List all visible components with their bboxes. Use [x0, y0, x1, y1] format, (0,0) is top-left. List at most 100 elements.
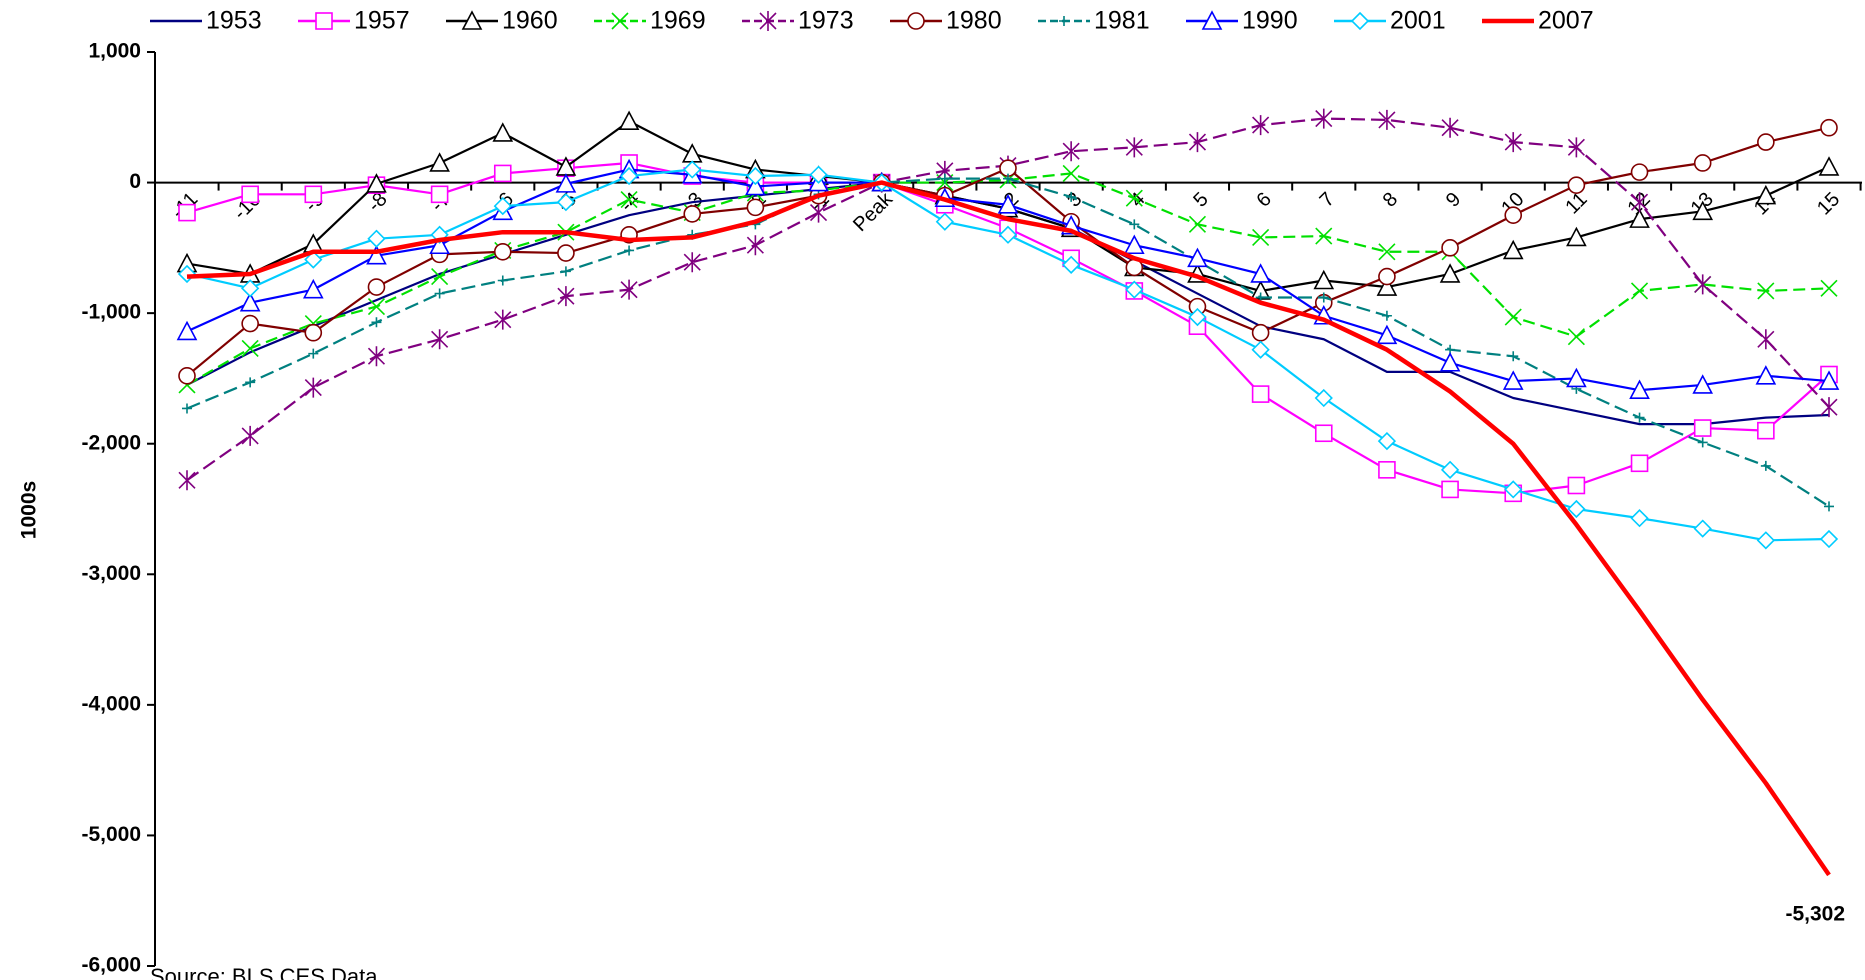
marker — [429, 152, 450, 172]
marker — [1820, 279, 1838, 297]
marker — [1755, 184, 1777, 205]
marker — [1125, 189, 1143, 207]
marker — [809, 202, 828, 223]
marker — [1504, 132, 1522, 153]
marker — [304, 323, 323, 342]
marker — [1376, 276, 1398, 296]
legend-label: 1980 — [946, 7, 1002, 35]
x-tick-label: 8 — [1379, 188, 1402, 211]
marker — [366, 173, 387, 193]
x-tick-label: Peak — [849, 188, 897, 236]
x-tick-label: 5 — [1189, 188, 1212, 211]
marker — [1630, 163, 1649, 181]
marker — [1630, 192, 1649, 213]
marker — [1125, 137, 1143, 158]
legend-label: 1969 — [650, 7, 706, 35]
marker — [1378, 267, 1396, 286]
x-tick-label: 7 — [1316, 188, 1339, 211]
marker — [302, 278, 324, 299]
marker — [997, 194, 1019, 214]
source-note: Source: BLS CES Data — [150, 964, 378, 980]
marker — [176, 320, 198, 341]
marker — [1630, 509, 1649, 528]
marker — [1188, 307, 1207, 327]
marker — [1566, 367, 1587, 388]
marker — [1692, 200, 1714, 221]
marker — [494, 309, 512, 330]
marker — [624, 245, 635, 256]
marker — [1314, 388, 1333, 408]
marker — [1251, 385, 1270, 403]
marker — [1502, 370, 1524, 390]
marker — [241, 339, 259, 357]
marker — [683, 252, 701, 273]
marker — [809, 165, 828, 184]
marker — [1818, 156, 1840, 176]
x-tick-label: 3 — [1063, 188, 1086, 211]
legend-label: 1973 — [798, 7, 854, 35]
marker — [557, 286, 575, 307]
marker — [493, 242, 512, 261]
marker — [371, 317, 382, 328]
series: -5,302 — [186, 180, 1845, 925]
marker — [1376, 324, 1398, 345]
marker — [618, 110, 640, 131]
marker — [939, 173, 950, 184]
marker — [1251, 323, 1270, 342]
marker — [1441, 480, 1459, 499]
marker — [1251, 340, 1270, 359]
marker — [497, 275, 508, 286]
marker — [1350, 11, 1370, 31]
marker — [1692, 374, 1714, 394]
marker — [367, 346, 386, 367]
marker — [1693, 154, 1712, 172]
marker — [1441, 117, 1459, 138]
marker — [1818, 370, 1840, 390]
marker — [1629, 208, 1650, 228]
marker — [461, 10, 483, 30]
marker — [1819, 529, 1839, 549]
legend-label: 1953 — [206, 7, 262, 35]
marker — [366, 244, 387, 265]
marker — [681, 143, 703, 163]
marker — [611, 12, 629, 30]
y-tick-label: -1,000 — [81, 301, 141, 324]
marker — [1502, 239, 1524, 260]
marker — [182, 403, 192, 414]
legend-label: 2007 — [1538, 7, 1594, 35]
marker — [429, 234, 450, 255]
marker — [998, 225, 1018, 244]
y-tick-label: 1,000 — [88, 40, 141, 63]
marker — [1378, 109, 1396, 130]
marker — [759, 11, 777, 31]
marker — [1504, 206, 1523, 225]
marker — [1820, 397, 1838, 418]
marker — [560, 266, 571, 277]
legend-label: 1957 — [354, 7, 410, 35]
marker — [1188, 215, 1207, 233]
marker — [1318, 292, 1329, 303]
marker — [1439, 352, 1461, 372]
y-tick-label: 0 — [129, 170, 141, 193]
marker — [619, 166, 639, 186]
marker — [907, 12, 925, 30]
marker — [430, 185, 449, 204]
legend-label: 2001 — [1390, 7, 1446, 35]
marker — [178, 367, 196, 385]
marker — [304, 185, 323, 204]
marker — [315, 12, 333, 30]
marker — [1567, 499, 1586, 519]
marker — [683, 160, 702, 179]
legend-label: 1960 — [502, 7, 558, 35]
marker — [1059, 16, 1069, 26]
marker — [1567, 476, 1586, 495]
marker — [1693, 419, 1712, 437]
marker — [745, 175, 766, 196]
marker — [241, 314, 259, 333]
marker — [1066, 191, 1077, 202]
y-tick-label: -4,000 — [81, 692, 141, 715]
marker — [304, 377, 322, 398]
marker — [620, 190, 638, 209]
marker — [241, 185, 259, 204]
marker — [1187, 247, 1208, 268]
